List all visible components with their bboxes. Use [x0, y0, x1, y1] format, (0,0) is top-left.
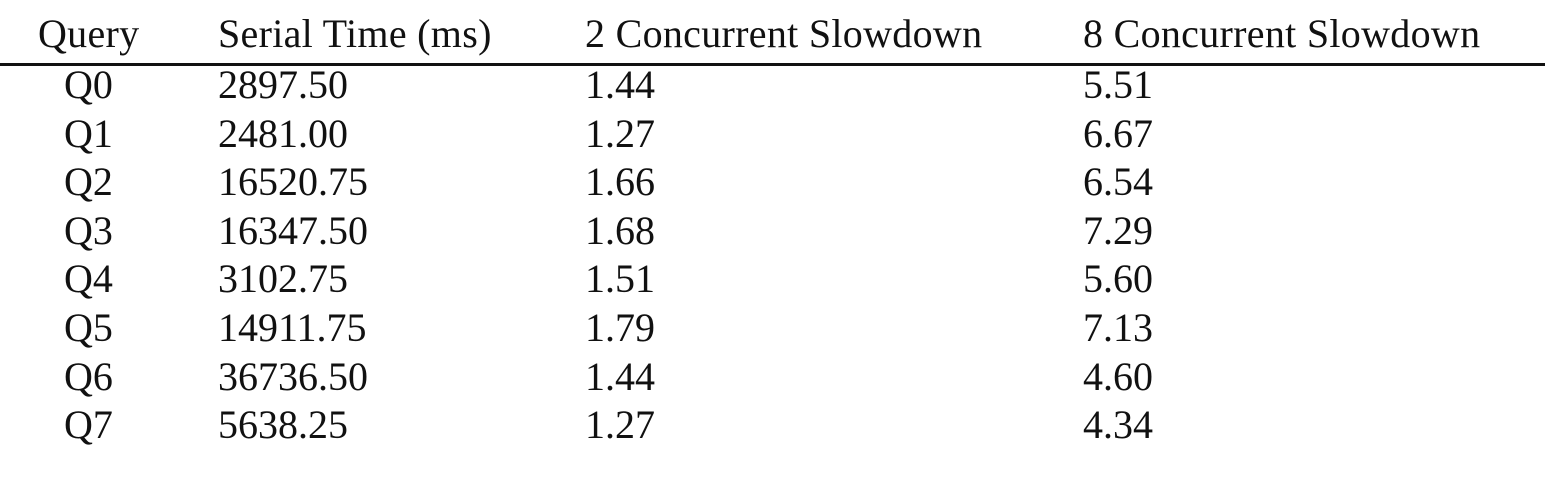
cell-serial-time: 3102.75 — [218, 256, 348, 302]
header-query: Query — [38, 11, 140, 56]
header-serial-time: Serial Time (ms) — [218, 11, 492, 56]
table-body: Q0 2897.50 1.44 5.51 Q1 2481.00 1.27 6.6… — [0, 61, 1560, 450]
cell-8-concurrent-slowdown: 4.34 — [1083, 402, 1153, 448]
cell-serial-time: 2481.00 — [218, 110, 348, 156]
cell-query: Q2 — [64, 159, 113, 205]
cell-serial-time: 14911.75 — [218, 304, 367, 350]
cell-query: Q1 — [64, 110, 113, 156]
table-row: Q6 36736.50 1.44 4.60 — [0, 353, 1560, 402]
cell-8-concurrent-slowdown: 5.60 — [1083, 256, 1153, 302]
cell-2-concurrent-slowdown: 1.27 — [585, 110, 655, 156]
table-row: Q3 16347.50 1.68 7.29 — [0, 207, 1560, 256]
cell-query: Q5 — [64, 304, 113, 350]
cell-8-concurrent-slowdown: 7.13 — [1083, 304, 1153, 350]
cell-2-concurrent-slowdown: 1.51 — [585, 256, 655, 302]
cell-query: Q3 — [64, 207, 113, 253]
cell-query: Q4 — [64, 256, 113, 302]
table-row: Q1 2481.00 1.27 6.67 — [0, 110, 1560, 159]
cell-serial-time: 2897.50 — [218, 62, 348, 107]
table-row: Q5 14911.75 1.79 7.13 — [0, 304, 1560, 353]
header-8-concurrent-slowdown: 8 Concurrent Slowdown — [1083, 11, 1481, 56]
cell-8-concurrent-slowdown: 7.29 — [1083, 207, 1153, 253]
cell-serial-time: 16520.75 — [218, 159, 368, 205]
cell-serial-time: 36736.50 — [218, 353, 368, 399]
cell-query: Q6 — [64, 353, 113, 399]
table-row: Q4 3102.75 1.51 5.60 — [0, 255, 1560, 304]
header-rule — [0, 63, 1545, 66]
table-row: Q7 5638.25 1.27 4.34 — [0, 401, 1560, 450]
cell-serial-time: 5638.25 — [218, 402, 348, 448]
cell-8-concurrent-slowdown: 6.54 — [1083, 159, 1153, 205]
header-2-concurrent-slowdown: 2 Concurrent Slowdown — [585, 11, 983, 56]
cell-8-concurrent-slowdown: 6.67 — [1083, 110, 1153, 156]
cell-2-concurrent-slowdown: 1.27 — [585, 402, 655, 448]
cell-query: Q7 — [64, 402, 113, 448]
cell-2-concurrent-slowdown: 1.44 — [585, 62, 655, 107]
cell-2-concurrent-slowdown: 1.44 — [585, 353, 655, 399]
table-row: Q0 2897.50 1.44 5.51 — [0, 61, 1560, 110]
cell-serial-time: 16347.50 — [218, 207, 368, 253]
cell-8-concurrent-slowdown: 4.60 — [1083, 353, 1153, 399]
cell-8-concurrent-slowdown: 5.51 — [1083, 62, 1153, 107]
cell-2-concurrent-slowdown: 1.66 — [585, 159, 655, 205]
cell-2-concurrent-slowdown: 1.79 — [585, 304, 655, 350]
table-row: Q2 16520.75 1.66 6.54 — [0, 158, 1560, 207]
cell-2-concurrent-slowdown: 1.68 — [585, 207, 655, 253]
table-header-row: Query Serial Time (ms) 2 Concurrent Slow… — [0, 8, 1560, 60]
cell-query: Q0 — [64, 62, 113, 107]
